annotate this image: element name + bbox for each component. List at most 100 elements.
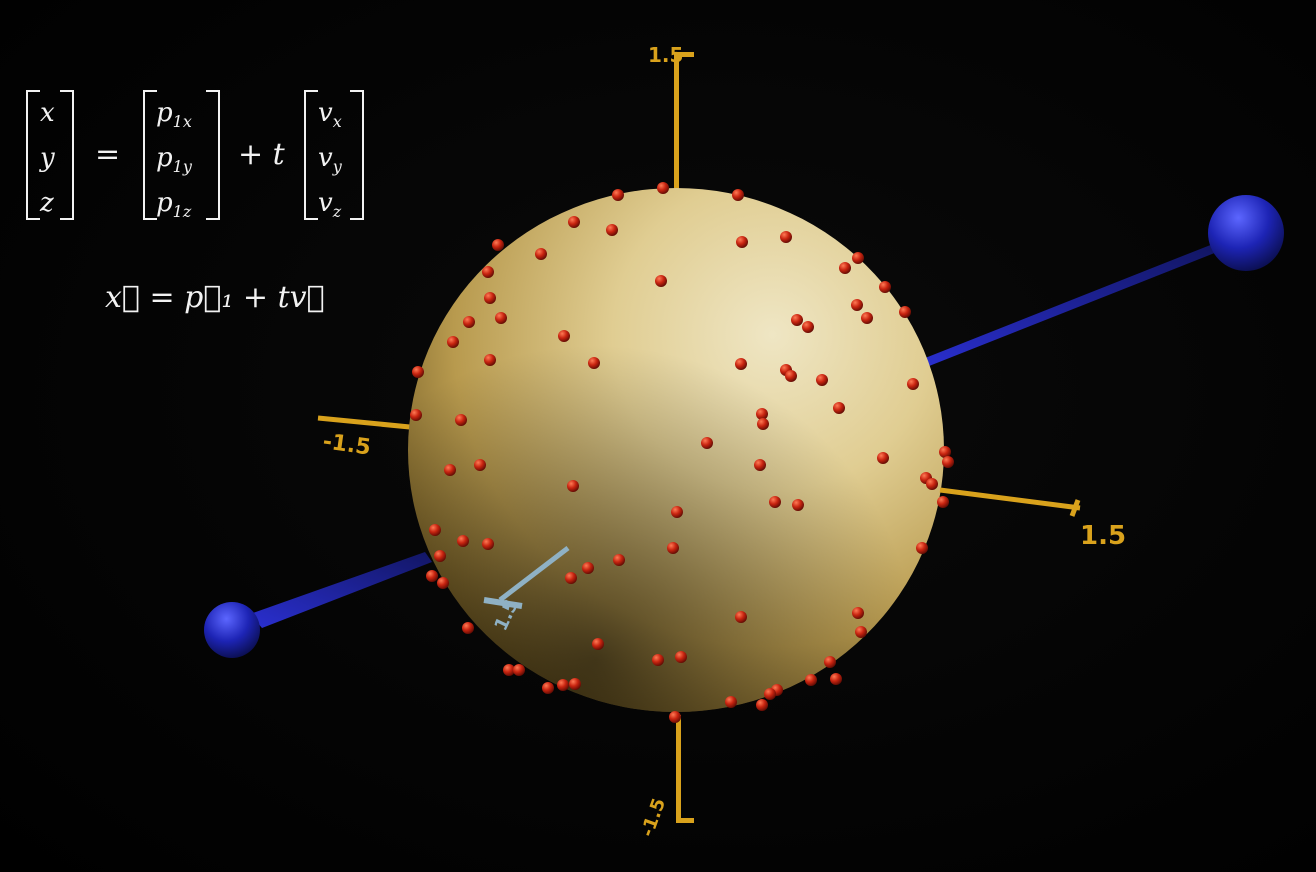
sample-point: [764, 688, 776, 700]
sample-point: [851, 299, 863, 311]
sample-point: [582, 562, 594, 574]
sample-point: [655, 275, 667, 287]
sample-point: [592, 638, 604, 650]
vx: vx: [318, 98, 342, 131]
sample-point: [805, 674, 817, 686]
sample-point: [791, 314, 803, 326]
sample-point: [426, 570, 438, 582]
sample-point: [434, 550, 446, 562]
sample-point: [567, 480, 579, 492]
axis-label-top: 1.5: [648, 43, 683, 67]
sample-point: [542, 682, 554, 694]
sample-point: [942, 456, 954, 468]
line-segment-front: [250, 552, 432, 628]
sample-point: [613, 554, 625, 566]
line-endpoint-sphere: [204, 602, 260, 658]
sample-point: [513, 664, 525, 676]
sample-point: [437, 577, 449, 589]
sample-point: [780, 231, 792, 243]
sample-point: [568, 216, 580, 228]
plus-t: + t: [238, 137, 285, 172]
sample-point: [412, 366, 424, 378]
sample-point: [675, 651, 687, 663]
lhs-z: z: [40, 188, 54, 218]
sample-point: [606, 224, 618, 236]
axis-label-left: -1.5: [321, 429, 372, 460]
sample-point: [565, 572, 577, 584]
sample-point: [669, 711, 681, 723]
sample-point: [879, 281, 891, 293]
sample-point: [926, 478, 938, 490]
axis-bottom: [676, 715, 681, 820]
bracket-right: [350, 90, 364, 220]
lhs-x: x: [40, 98, 55, 128]
sample-point: [735, 611, 747, 623]
sample-point: [558, 330, 570, 342]
sample-point: [657, 182, 669, 194]
sample-points: [410, 182, 954, 723]
sample-point: [937, 496, 949, 508]
sample-point: [916, 542, 928, 554]
sample-point: [482, 266, 494, 278]
matrix-equation: x y z = p1x p1y p1z + t vx vy vz: [0, 0, 400, 240]
sample-point: [569, 678, 581, 690]
bracket-left: [26, 90, 40, 220]
sample-point: [484, 292, 496, 304]
sample-point: [492, 239, 504, 251]
sample-point: [447, 336, 459, 348]
sample-point: [463, 316, 475, 328]
equals-sign: =: [95, 137, 121, 172]
sample-point: [756, 699, 768, 711]
p1z: p1z: [156, 188, 192, 221]
sample-point: [557, 679, 569, 691]
sample-point: [852, 607, 864, 619]
line-endpoint-sphere: [1208, 195, 1284, 271]
axis-tick: [674, 52, 694, 57]
sample-point: [701, 437, 713, 449]
sample-point: [735, 358, 747, 370]
sample-point: [899, 306, 911, 318]
p1x: p1x: [156, 98, 192, 131]
vz: vz: [318, 188, 342, 221]
sample-point: [833, 402, 845, 414]
sample-point: [736, 236, 748, 248]
sample-point: [769, 496, 781, 508]
bracket-right: [60, 90, 74, 220]
sample-point: [839, 262, 851, 274]
sample-point: [455, 414, 467, 426]
sample-point: [429, 524, 441, 536]
vector-equation: x⃗ = p⃗₁ + tv⃗: [105, 280, 325, 315]
sample-point: [802, 321, 814, 333]
sample-point: [588, 357, 600, 369]
line-segment-back: [907, 243, 1220, 373]
sample-point: [824, 656, 836, 668]
sample-point: [830, 673, 842, 685]
sample-point: [756, 408, 768, 420]
sample-point: [816, 374, 828, 386]
sample-point: [652, 654, 664, 666]
lhs-y: y: [40, 143, 55, 173]
sample-point: [754, 459, 766, 471]
sample-point: [495, 312, 507, 324]
sample-point: [785, 370, 797, 382]
sample-point: [855, 626, 867, 638]
axis-tick: [483, 597, 523, 609]
sample-point: [462, 622, 474, 634]
axis-label-bottom: -1.5: [637, 796, 670, 840]
sample-point: [732, 189, 744, 201]
sphere-shadow: [408, 188, 944, 712]
sample-point: [877, 452, 889, 464]
axis-right: [939, 487, 1081, 511]
axis-front: [498, 546, 570, 602]
sample-point: [457, 535, 469, 547]
sample-point: [484, 354, 496, 366]
bracket-right: [206, 90, 220, 220]
sample-point: [612, 189, 624, 201]
sample-point: [852, 252, 864, 264]
bracket-left: [143, 90, 157, 220]
sample-point: [482, 538, 494, 550]
sample-point: [410, 409, 422, 421]
sample-point: [503, 664, 515, 676]
